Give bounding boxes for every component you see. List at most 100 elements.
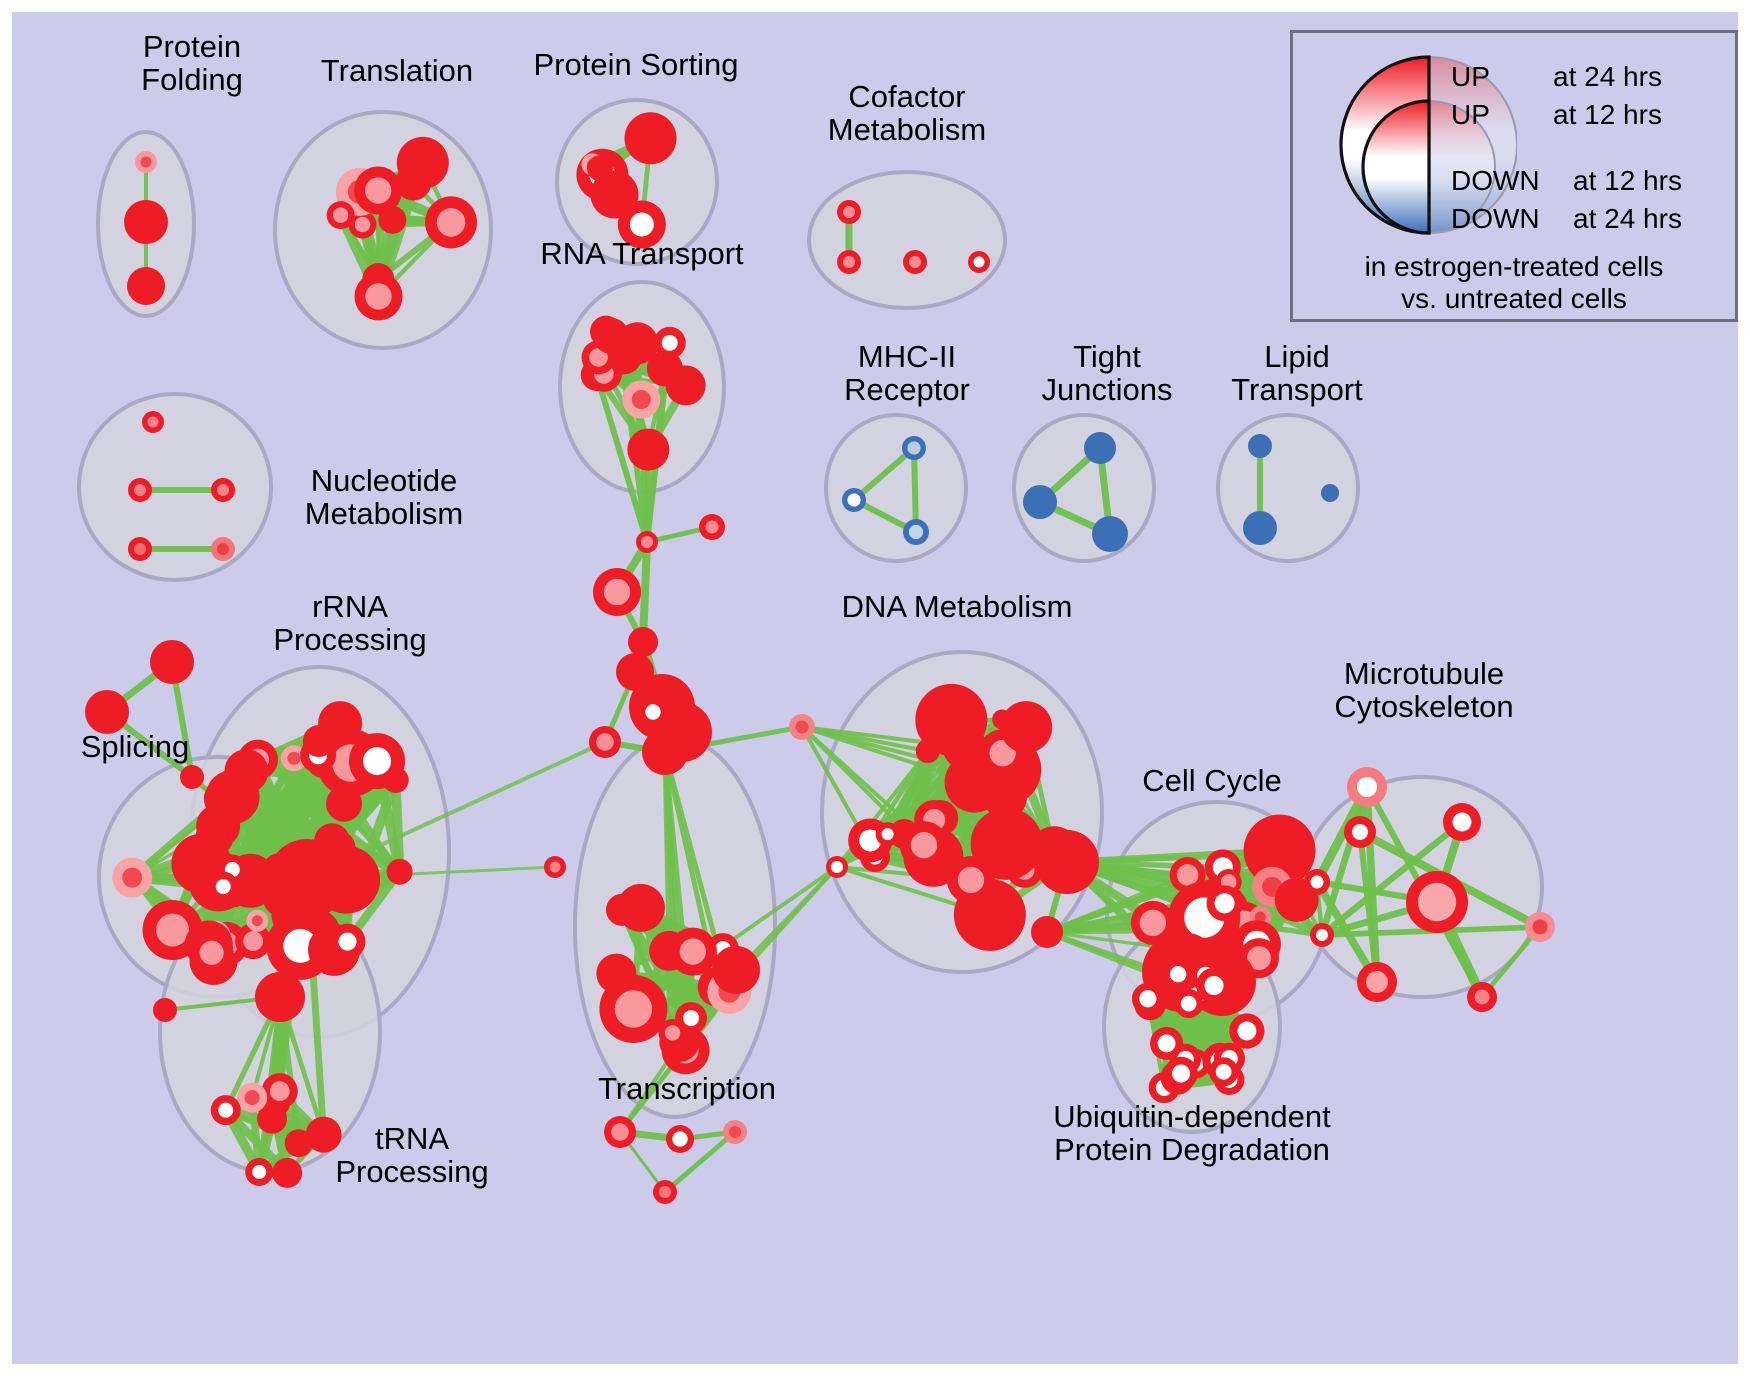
network-node[interactable] — [128, 537, 152, 561]
network-node[interactable] — [544, 856, 566, 878]
network-node[interactable] — [1310, 923, 1334, 947]
network-node[interactable] — [203, 835, 228, 860]
network-node[interactable] — [211, 537, 235, 561]
network-node[interactable] — [668, 927, 717, 976]
network-node[interactable] — [1131, 982, 1164, 1015]
network-node[interactable] — [272, 1157, 303, 1188]
network-node[interactable] — [1000, 701, 1053, 754]
network-node[interactable] — [153, 998, 177, 1022]
network-node[interactable] — [1304, 869, 1330, 895]
network-node[interactable] — [723, 1120, 747, 1144]
network-node[interactable] — [349, 733, 406, 790]
network-node[interactable] — [354, 272, 403, 321]
network-node[interactable] — [837, 200, 861, 224]
network-node[interactable] — [257, 1103, 288, 1134]
network-node[interactable] — [590, 170, 639, 219]
network-node[interactable] — [112, 857, 153, 898]
network-node[interactable] — [1162, 959, 1194, 990]
network-node[interactable] — [211, 478, 235, 502]
network-node[interactable] — [1525, 912, 1555, 942]
network-node[interactable] — [699, 514, 725, 540]
network-node[interactable] — [246, 909, 269, 932]
network-node[interactable] — [968, 251, 990, 273]
network-node[interactable] — [305, 1116, 342, 1153]
network-node[interactable] — [386, 858, 413, 885]
network-node[interactable] — [639, 698, 667, 726]
network-node[interactable] — [128, 478, 152, 502]
network-node[interactable] — [124, 200, 168, 244]
network-node[interactable] — [395, 164, 432, 201]
network-node[interactable] — [915, 683, 988, 756]
network-node[interactable] — [1084, 432, 1116, 464]
network-node[interactable] — [789, 714, 815, 740]
network-node[interactable] — [653, 1180, 677, 1204]
network-node[interactable] — [1406, 871, 1468, 933]
network-node[interactable] — [208, 871, 239, 902]
network-node[interactable] — [1248, 434, 1272, 458]
network-node[interactable] — [425, 196, 478, 249]
network-node[interactable] — [1347, 767, 1387, 807]
network-node[interactable] — [280, 745, 307, 772]
network-node[interactable] — [837, 250, 861, 274]
network-node[interactable] — [875, 822, 900, 847]
network-node[interactable] — [627, 428, 670, 471]
network-node[interactable] — [189, 930, 234, 975]
network-node[interactable] — [596, 953, 637, 994]
network-node[interactable] — [267, 839, 347, 919]
network-node[interactable] — [1023, 485, 1057, 519]
network-node[interactable] — [624, 112, 677, 165]
network-node[interactable] — [903, 519, 929, 545]
network-node[interactable] — [210, 1095, 241, 1126]
network-node[interactable] — [354, 166, 403, 215]
network-node[interactable] — [245, 1157, 274, 1186]
network-node[interactable] — [826, 856, 848, 878]
network-node[interactable] — [127, 267, 165, 305]
network-node[interactable] — [1344, 816, 1376, 848]
network-node[interactable] — [1031, 916, 1063, 948]
network-node[interactable] — [842, 488, 866, 512]
network-node[interactable] — [1443, 803, 1481, 841]
network-node[interactable] — [1196, 967, 1232, 1004]
network-node[interactable] — [1092, 516, 1128, 552]
network-node[interactable] — [235, 923, 272, 960]
network-node[interactable] — [1174, 989, 1204, 1019]
network-node[interactable] — [85, 690, 129, 734]
network-node[interactable] — [1130, 900, 1175, 945]
network-node[interactable] — [348, 210, 377, 239]
network-node[interactable] — [589, 726, 621, 758]
network-node[interactable] — [224, 749, 269, 794]
network-node[interactable] — [237, 1082, 268, 1113]
network-node[interactable] — [142, 411, 164, 433]
network-node[interactable] — [899, 821, 948, 870]
network-node[interactable] — [1035, 830, 1099, 894]
network-node[interactable] — [180, 765, 204, 789]
network-node[interactable] — [1229, 1013, 1265, 1049]
network-node[interactable] — [970, 807, 1043, 880]
network-node[interactable] — [1321, 484, 1339, 502]
network-node[interactable] — [1164, 1056, 1198, 1091]
network-node[interactable] — [658, 1018, 687, 1047]
network-node[interactable] — [983, 774, 1028, 819]
network-node[interactable] — [616, 883, 665, 932]
network-node[interactable] — [329, 923, 366, 960]
network-node[interactable] — [1357, 962, 1397, 1002]
network-node[interactable] — [135, 151, 157, 173]
network-node[interactable] — [302, 724, 335, 757]
network-node[interactable] — [666, 1125, 694, 1153]
network-node[interactable] — [622, 380, 661, 419]
network-node[interactable] — [1467, 982, 1497, 1012]
network-node[interactable] — [628, 627, 658, 657]
network-node[interactable] — [712, 945, 761, 994]
network-node[interactable] — [1243, 511, 1277, 545]
network-node[interactable] — [593, 568, 641, 616]
network-node[interactable] — [604, 1116, 636, 1148]
network-node[interactable] — [616, 653, 654, 691]
network-node[interactable] — [590, 315, 623, 348]
network-node[interactable] — [642, 729, 688, 775]
network-node[interactable] — [636, 531, 658, 553]
network-node[interactable] — [255, 972, 305, 1022]
network-node[interactable] — [261, 1073, 298, 1110]
network-node[interactable] — [284, 1129, 313, 1158]
network-node[interactable] — [1209, 1057, 1239, 1087]
network-node[interactable] — [665, 365, 706, 406]
